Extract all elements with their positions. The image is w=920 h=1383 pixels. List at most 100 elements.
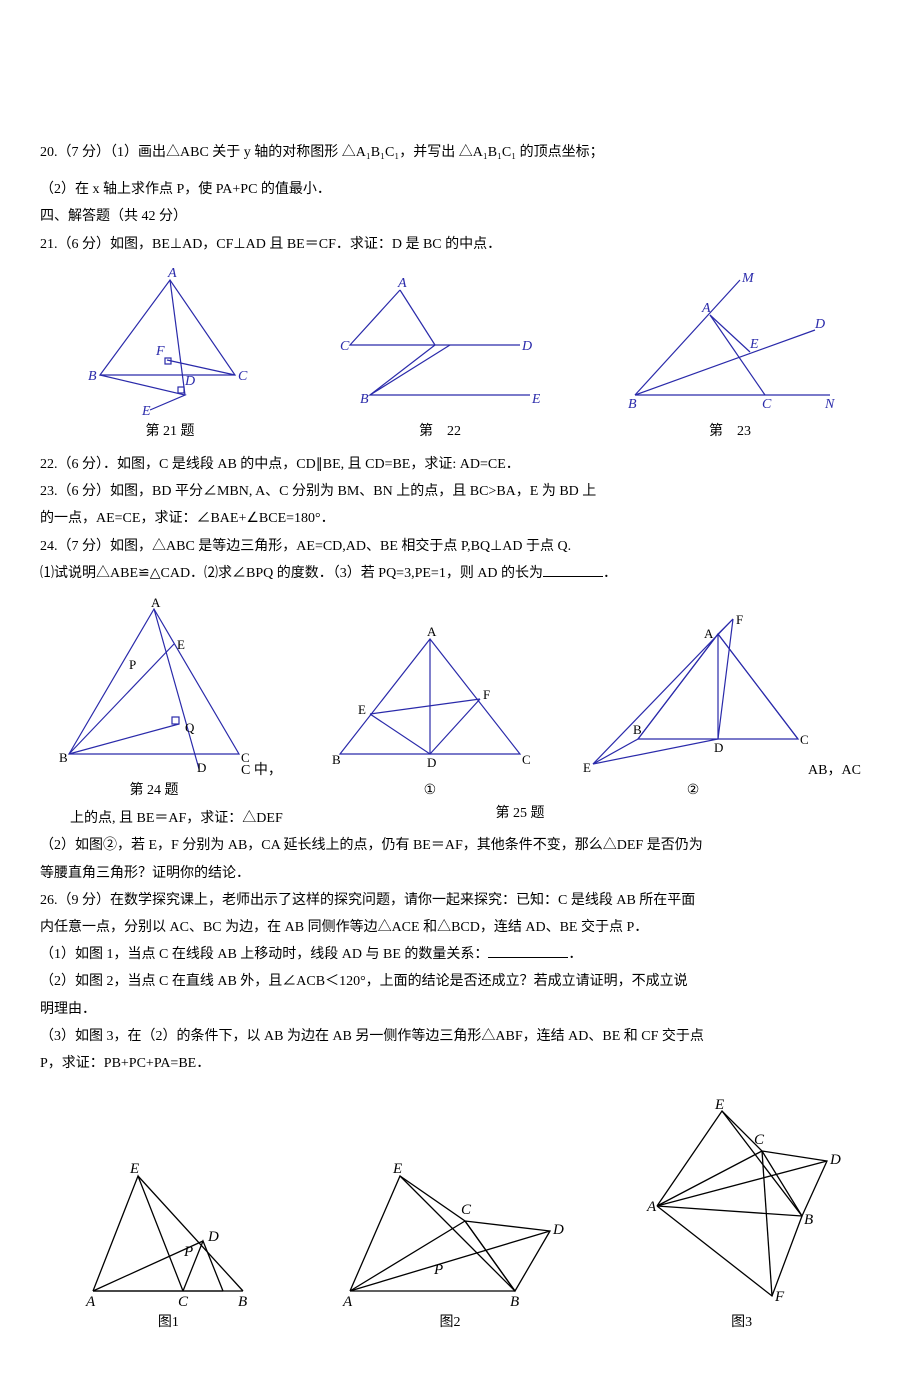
svg-text:A: A bbox=[704, 626, 714, 641]
svg-text:E: E bbox=[583, 760, 591, 774]
svg-text:F: F bbox=[736, 614, 743, 627]
svg-text:A: A bbox=[342, 1294, 353, 1306]
q23-text: 23.（6 分）如图，BD 平分∠MBN, A、C 分别为 BM、BN 上的点，… bbox=[40, 479, 880, 504]
svg-text:A: A bbox=[427, 624, 437, 639]
svg-text:A: A bbox=[85, 1294, 96, 1306]
figure-26-1: E D P A C B 图1 bbox=[78, 1156, 258, 1335]
svg-text:E: E bbox=[129, 1161, 139, 1177]
figure-25-1: A E F B D C ① bbox=[320, 624, 540, 803]
figure-26-3: E C D A B F 图3 bbox=[642, 1096, 842, 1335]
svg-text:F: F bbox=[483, 687, 490, 702]
svg-text:E: E bbox=[714, 1097, 724, 1113]
svg-text:D: D bbox=[184, 374, 195, 389]
svg-text:A: A bbox=[646, 1199, 657, 1215]
svg-text:C: C bbox=[754, 1132, 765, 1148]
q26-line1: 26.（9 分）在数学探究课上，老师出示了这样的探究问题，请你一起来探究：已知：… bbox=[40, 888, 880, 913]
svg-text:B: B bbox=[360, 392, 369, 407]
svg-text:Q: Q bbox=[185, 720, 195, 735]
q25-line1: 上的点, 且 BE＝AF，求证：△DEF bbox=[40, 806, 880, 831]
svg-text:E: E bbox=[749, 337, 759, 352]
figure-25-2-caption: ② bbox=[687, 778, 700, 803]
figure-24-caption: 第 24 题 bbox=[130, 778, 179, 803]
q25-midtext: C 中， bbox=[241, 758, 282, 783]
svg-text:B: B bbox=[804, 1212, 813, 1228]
figure-26-3-svg: E C D A B F bbox=[642, 1096, 842, 1306]
svg-text:B: B bbox=[332, 752, 341, 767]
svg-text:C: C bbox=[762, 397, 772, 412]
figure-24: A P E Q B C D 第 24 题 bbox=[59, 594, 249, 803]
figure-22: A C D B E 第 22 bbox=[340, 275, 540, 444]
figure-22-caption: 第 22 bbox=[419, 419, 461, 444]
q26-line4: （2）如图 2，当点 C 在直线 AB 外，且∠ACB＜120°，上面的结论是否… bbox=[40, 969, 880, 994]
svg-text:E: E bbox=[177, 637, 185, 652]
figure-26-1-caption: 图1 bbox=[158, 1310, 179, 1335]
svg-text:C: C bbox=[800, 732, 808, 747]
figure-26-3-caption: 图3 bbox=[731, 1310, 752, 1335]
figure-26-2: E C D P A B 图2 bbox=[335, 1156, 565, 1335]
svg-text:B: B bbox=[633, 722, 642, 737]
svg-text:E: E bbox=[392, 1161, 402, 1177]
q25-line3: 等腰直角三角形？证明你的结论． bbox=[40, 861, 880, 886]
q25-righttext: AB，AC bbox=[808, 758, 861, 783]
q24-line2: ⑴试说明△ABE≌△CAD．⑵求∠BPQ 的度数．（3）若 PQ=3,PE=1，… bbox=[40, 561, 880, 586]
svg-text:D: D bbox=[197, 760, 206, 774]
svg-text:E: E bbox=[531, 392, 540, 407]
svg-text:D: D bbox=[427, 755, 436, 770]
figure-25-1-caption: ① bbox=[424, 778, 437, 803]
figure-23: M A E D B C N 第 23 bbox=[620, 270, 840, 444]
figures-row-3: E D P A C B 图1 E C D P bbox=[40, 1096, 880, 1335]
q26-line5: 明理由． bbox=[40, 997, 880, 1022]
q20-line2: （2）在 x 轴上求作点 P，使 PA+PC 的值最小． bbox=[40, 177, 880, 202]
q26-line7: P，求证：PB+PC+PA=BE． bbox=[40, 1051, 880, 1076]
figure-21-caption: 第 21 题 bbox=[146, 419, 195, 444]
svg-text:B: B bbox=[510, 1294, 519, 1306]
svg-text:E: E bbox=[358, 702, 366, 717]
figure-22-svg: A C D B E bbox=[340, 275, 540, 415]
svg-text:P: P bbox=[129, 657, 136, 672]
svg-text:A: A bbox=[397, 276, 407, 291]
svg-text:D: D bbox=[714, 740, 723, 755]
q20-line1: 20.（7 分）（1）画出△ABC 关于 y 轴的对称图形 △A₁B₁C₁，并写… bbox=[40, 140, 880, 165]
svg-text:D: D bbox=[207, 1229, 219, 1245]
svg-text:C: C bbox=[238, 369, 248, 384]
q22-text: 22.（6 分）．如图，C 是线段 AB 的中点，CD∥BE, 且 CD=BE，… bbox=[40, 452, 880, 477]
figure-25-2-svg: A F B D C E bbox=[578, 614, 808, 774]
svg-text:N: N bbox=[824, 397, 835, 412]
figure-23-caption: 第 23 bbox=[709, 419, 751, 444]
q26-line6: （3）如图 3，在（2）的条件下，以 AB 为边在 AB 另一侧作等边三角形△A… bbox=[40, 1024, 880, 1049]
svg-text:C: C bbox=[522, 752, 531, 767]
svg-text:P: P bbox=[183, 1244, 193, 1260]
svg-text:C: C bbox=[461, 1202, 472, 1218]
svg-text:P: P bbox=[433, 1262, 443, 1278]
svg-text:C: C bbox=[340, 339, 350, 354]
svg-text:E: E bbox=[141, 404, 151, 415]
q26-line2: 内任意一点，分别以 AC、BC 为边，在 AB 同侧作等边△ACE 和△BCD，… bbox=[40, 915, 880, 940]
q24-line1: 24.（7 分）如图，△ABC 是等边三角形，AE=CD,AD、BE 相交于点 … bbox=[40, 534, 880, 559]
figure-21: A B C F D E 第 21 题 bbox=[80, 265, 260, 444]
figures-row-1: A B C F D E 第 21 题 A C D B E bbox=[40, 265, 880, 444]
figure-21-svg: A B C F D E bbox=[80, 265, 260, 415]
svg-text:B: B bbox=[88, 369, 97, 384]
figure-26-2-svg: E C D P A B bbox=[335, 1156, 565, 1306]
q26-line3: （1）如图 1，当点 C 在线段 AB 上移动时，线段 AD 与 BE 的数量关… bbox=[40, 942, 880, 967]
figure-25-2: A F B D C E ② bbox=[578, 614, 808, 803]
svg-text:A: A bbox=[167, 266, 177, 281]
svg-text:M: M bbox=[741, 271, 755, 286]
section-header: 四、解答题（共 42 分） bbox=[40, 204, 880, 229]
figure-25-1-svg: A E F B D C bbox=[320, 624, 540, 774]
q25-line2: （2）如图②，若 E，F 分别为 AB，CA 延长线上的点，仍有 BE＝AF，其… bbox=[40, 833, 880, 858]
figure-23-svg: M A E D B C N bbox=[620, 270, 840, 415]
figures-row-2: A P E Q B C D 第 24 题 C 中， A bbox=[40, 594, 880, 803]
svg-text:D: D bbox=[829, 1152, 841, 1168]
svg-text:B: B bbox=[628, 397, 637, 412]
svg-text:F: F bbox=[155, 344, 165, 359]
svg-text:B: B bbox=[238, 1294, 247, 1306]
figure-26-2-caption: 图2 bbox=[439, 1310, 460, 1335]
svg-text:C: C bbox=[178, 1294, 189, 1306]
svg-text:A: A bbox=[701, 301, 711, 316]
figure-24-svg: A P E Q B C D bbox=[59, 594, 249, 774]
svg-text:D: D bbox=[521, 339, 532, 354]
svg-text:A: A bbox=[151, 595, 161, 610]
svg-text:F: F bbox=[774, 1289, 785, 1305]
q21-text: 21.（6 分）如图，BE⊥AD，CF⊥AD 且 BE＝CF．求证：D 是 BC… bbox=[40, 232, 880, 257]
